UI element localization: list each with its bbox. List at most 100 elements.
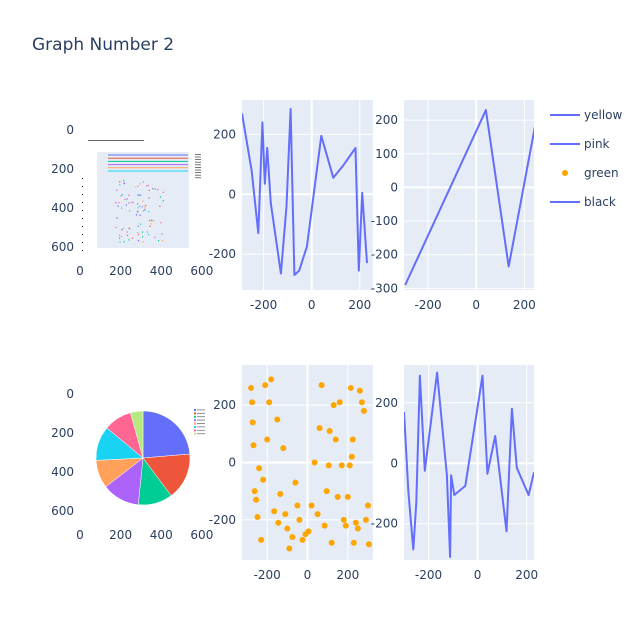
subplot-top-middle: -200 0 200 -200 0 200 [209,100,373,312]
y-tick-label: 200 [51,426,74,440]
pie-slice [142,410,191,459]
embedded-point [144,207,146,209]
y-tick-label: 400 [51,465,74,479]
scatter-point [321,522,328,529]
scatter-point [348,453,355,460]
legend-marker-symbol [562,170,568,176]
x-tick-label: 0 [472,298,480,312]
scatter-point [249,419,256,426]
embedded-legend-swatch [194,412,196,415]
embedded-point [150,223,152,225]
embedded-point [157,189,159,191]
embedded-point [118,234,121,236]
scatter-point [262,382,269,389]
x-tick-label: -200 [250,298,277,312]
embedded-point [136,210,139,212]
x-tick-label: -200 [414,298,441,312]
scatter-point [323,488,330,495]
scatter-point [286,545,293,552]
scatter-point [284,525,291,532]
embedded-point [161,233,163,235]
embedded-point [152,188,154,190]
embedded-point [137,207,139,209]
y-tick-label: -200 [371,517,398,531]
plot-marks [404,371,534,558]
embedded-point [148,189,150,191]
embedded-legend-mark [195,174,201,176]
embedded-point [141,231,144,233]
embedded-point [144,205,146,207]
legend-label: pink [584,137,610,151]
embedded-point [119,181,121,183]
embedded-title-mark [88,140,144,141]
y-tick-label: 0 [66,123,74,137]
embedded-point [135,186,137,188]
x-tick-label: 600 [190,264,213,278]
scatter-point [248,384,255,391]
embedded-plot-background [97,152,189,248]
x-tick-label: 200 [109,264,132,278]
scatter-point [336,399,343,406]
embedded-legend-mark [197,433,205,435]
scatter-point [318,382,325,389]
figure-title: Graph Number 2 [32,35,174,55]
embedded-point [131,202,133,204]
x-tick-label: 600 [190,528,213,542]
scatter-point [316,425,323,432]
plot-marks [242,108,368,276]
embedded-point [139,223,142,225]
embedded-point [142,241,144,243]
embedded-point [137,239,140,242]
scatter-point [249,399,256,406]
embedded-point [154,188,156,190]
x-tick-label: 200 [515,568,538,582]
embedded-point [118,202,120,204]
embedded-point [145,204,147,207]
embedded-legend-mark [195,167,201,168]
scatter-point [364,502,371,509]
scatter-point [340,516,347,523]
scatter-point [346,462,353,469]
embedded-point [147,184,150,186]
embedded-point [118,237,121,239]
legend-item-black[interactable]: black [550,195,616,209]
embedded-point [121,193,124,196]
legend-label: yellow [584,108,622,122]
embedded-point [137,211,139,213]
embedded-point [142,200,144,202]
scatter-point [311,459,318,466]
embedded-point [149,225,151,227]
embedded-legend-swatch [194,409,196,411]
embedded-legend-mark [197,423,205,424]
y-tick-label: 200 [213,127,236,141]
embedded-axis-mark [82,178,83,179]
scatter-point [314,511,321,518]
embedded-point [132,201,134,203]
embedded-legend-mark [195,156,201,158]
embedded-point [162,191,164,193]
embedded-point [137,194,139,196]
embedded-axis-mark [82,242,83,243]
plot-background [404,100,534,290]
scatter-point [347,384,354,391]
scatter-point [349,436,356,443]
embedded-point [149,220,151,222]
embedded-legend-mark [197,409,205,411]
scatter-point [326,427,333,434]
legend-item-pink[interactable]: pink [550,137,610,151]
legend-item-yellow[interactable]: yellow [550,108,622,122]
scatter-point [356,387,363,394]
scatter-point [274,416,281,423]
embedded-legend-mark [197,416,205,418]
embedded-point [162,200,164,202]
legend-item-green[interactable]: green [562,166,619,180]
embedded-point [161,240,164,242]
embedded-point [139,194,142,196]
x-tick-label: 400 [150,264,173,278]
embedded-point [139,183,141,185]
scatter-point [250,442,257,449]
y-tick-label: 200 [213,398,236,412]
embedded-point [115,202,117,204]
embedded-point [141,236,144,238]
scatter-point [328,539,335,546]
